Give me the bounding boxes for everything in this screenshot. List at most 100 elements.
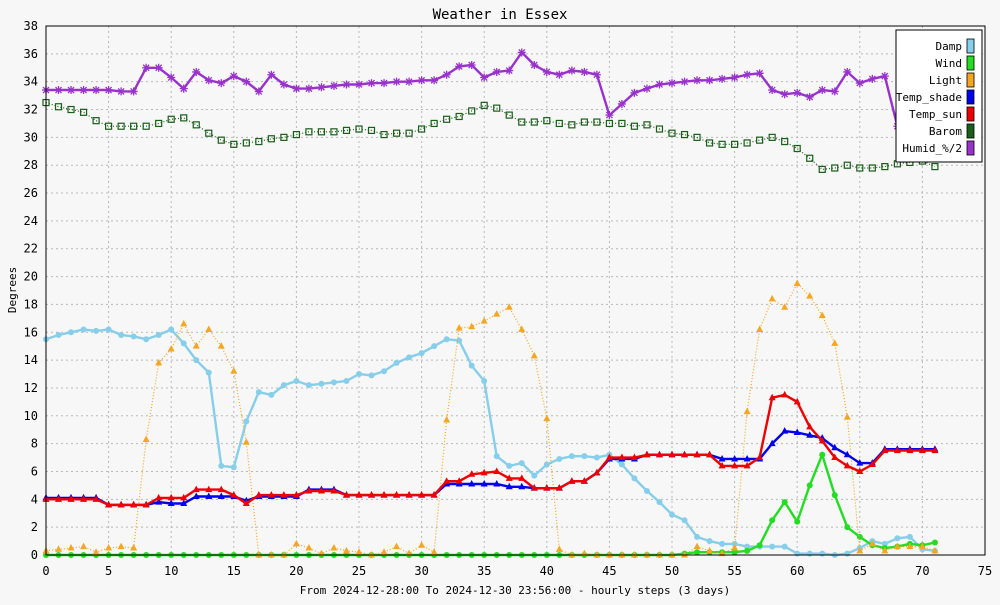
grid: [45, 25, 986, 556]
y-tick-label: 12: [24, 381, 38, 395]
data-point: [543, 414, 551, 422]
data-point: [617, 99, 626, 108]
data-point: [718, 549, 726, 557]
data-point: [868, 460, 876, 468]
data-point: [342, 80, 351, 89]
data-point: [55, 495, 63, 502]
data-point: [931, 546, 939, 554]
data-point: [931, 163, 939, 171]
data-point: [167, 493, 175, 501]
data-point: [342, 491, 350, 498]
data-point: [292, 130, 300, 139]
data-point: [417, 76, 426, 85]
data-point: [831, 453, 839, 461]
data-point: [242, 438, 250, 445]
data-point: [643, 121, 651, 129]
data-point: [455, 62, 464, 71]
data-point: [655, 125, 664, 133]
data-point: [205, 369, 212, 376]
y-tick-label: 28: [24, 158, 38, 172]
data-point: [518, 482, 526, 490]
data-point: [443, 415, 451, 423]
data-point: [856, 164, 864, 172]
data-point: [180, 499, 188, 506]
data-point: [555, 70, 564, 79]
y-tick-label: 14: [24, 353, 38, 367]
x-tick-label: 60: [790, 564, 804, 578]
x-tick-label: 25: [352, 564, 366, 578]
data-point: [818, 86, 827, 95]
data-point: [255, 389, 262, 396]
data-point: [468, 480, 476, 487]
data-point: [393, 491, 401, 498]
x-tick-label: 70: [915, 564, 929, 578]
data-point: [581, 453, 588, 460]
data-point: [392, 77, 401, 86]
series-barom: [42, 98, 939, 173]
data-point: [205, 485, 213, 493]
data-point: [781, 499, 788, 506]
data-point: [55, 545, 63, 552]
data-point: [430, 548, 438, 555]
data-point: [230, 140, 238, 148]
data-point: [155, 119, 163, 128]
data-point: [918, 446, 926, 454]
data-point: [92, 495, 100, 502]
legend-swatch: [966, 106, 975, 122]
data-point: [393, 359, 400, 366]
data-point: [167, 499, 175, 506]
data-point: [280, 551, 288, 558]
data-point: [280, 382, 287, 389]
x-tick-label: 0: [42, 564, 49, 578]
legend-swatch: [966, 140, 975, 156]
chart-title: Weather in Essex: [433, 7, 568, 23]
data-point: [706, 538, 713, 545]
y-tick-label: 0: [31, 548, 38, 562]
data-point: [80, 542, 88, 550]
data-point: [305, 544, 313, 551]
data-point: [743, 407, 751, 415]
data-point: [443, 115, 451, 123]
data-point: [781, 543, 788, 550]
data-point: [92, 86, 101, 95]
data-point: [255, 491, 263, 498]
data-point: [781, 427, 789, 434]
data-point: [505, 474, 513, 481]
data-point: [556, 455, 563, 462]
data-point: [793, 144, 801, 153]
data-point: [731, 461, 739, 469]
data-point: [731, 544, 739, 551]
data-point: [193, 357, 200, 364]
data-point: [355, 491, 363, 498]
data-point: [605, 111, 614, 120]
data-point: [104, 122, 113, 130]
data-point: [518, 325, 526, 332]
data-point: [668, 551, 676, 558]
data-point: [694, 549, 701, 556]
y-tick-label: 2: [31, 520, 38, 534]
data-point: [618, 453, 626, 461]
data-point: [267, 491, 275, 498]
data-point: [381, 368, 388, 375]
data-point: [329, 81, 338, 90]
data-point: [568, 121, 576, 129]
data-point: [355, 80, 363, 89]
data-point: [580, 118, 588, 126]
data-point: [105, 500, 113, 508]
data-point: [656, 499, 663, 506]
data-point: [530, 118, 538, 126]
data-point: [468, 362, 475, 369]
y-tick-label: 18: [24, 297, 38, 311]
data-point: [605, 551, 613, 558]
data-point: [856, 459, 864, 466]
data-point: [856, 546, 864, 554]
data-point: [142, 500, 150, 508]
x-tick-label: 35: [477, 564, 491, 578]
data-point: [54, 86, 63, 95]
data-point: [342, 126, 351, 135]
data-point: [292, 539, 300, 547]
data-point: [693, 76, 702, 85]
y-tick-label: 20: [24, 270, 38, 284]
